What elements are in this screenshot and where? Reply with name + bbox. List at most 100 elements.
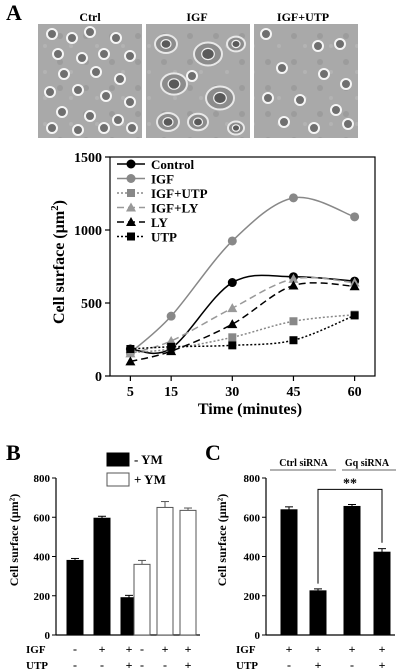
micrograph-cell bbox=[201, 47, 215, 61]
bar-b-bar bbox=[179, 509, 197, 636]
micrograph-igf bbox=[146, 24, 250, 138]
y-tick-label: 500 bbox=[81, 297, 102, 312]
bar-b-bar bbox=[66, 559, 84, 636]
micrograph-cell bbox=[308, 122, 320, 134]
micrograph-label-igf: IGF bbox=[186, 10, 207, 24]
line-chart-cell-surface-time: Cell surface (µm2) Time (minutes) 0 500 10… bbox=[49, 151, 376, 418]
micrograph-cell bbox=[126, 122, 138, 134]
micrograph-cell bbox=[66, 32, 78, 44]
legend-marker-igf bbox=[126, 174, 136, 183]
data-point-igf bbox=[288, 193, 298, 203]
bar-c-row-label-utp: UTP bbox=[236, 660, 258, 672]
bar-c-bar bbox=[343, 505, 361, 636]
legend-label-b: + YM bbox=[134, 472, 166, 487]
bar-chart-c-ylabel: Cell surface (µm²) bbox=[215, 494, 229, 586]
group-header-c: Ctrl siRNA bbox=[279, 458, 328, 469]
micrograph-cell bbox=[160, 38, 172, 49]
x-tick-label: 5 bbox=[127, 385, 134, 400]
legend-label-igf: IGF bbox=[151, 172, 174, 187]
panel-letter-a: A bbox=[6, 0, 22, 25]
bar-b-igf-sign: + bbox=[126, 642, 133, 656]
bar-b-y-tick-label: 800 bbox=[34, 473, 51, 485]
data-point-utp bbox=[228, 341, 237, 350]
data-point-igf bbox=[350, 212, 360, 222]
data-point-utp bbox=[350, 311, 359, 320]
micrograph-cell bbox=[186, 70, 198, 82]
legend-label-utp: UTP bbox=[151, 230, 177, 245]
micrograph-cell bbox=[98, 48, 110, 60]
bar-b-y-tick-label: 600 bbox=[34, 512, 51, 524]
line-chart-xlabel: Time (minutes) bbox=[198, 401, 302, 418]
bar-chart-ym: Cell surface (µm²) 0200400600800--+-++--… bbox=[7, 452, 200, 672]
micrograph-cell bbox=[84, 26, 96, 38]
series-line-igf-ly bbox=[130, 276, 355, 355]
significance-bracket bbox=[317, 488, 383, 584]
legend-label-igf-utp: IGF+UTP bbox=[151, 186, 208, 201]
bar-c-bar bbox=[309, 590, 327, 636]
data-point-utp bbox=[289, 336, 298, 345]
x-tick-label: 45 bbox=[286, 385, 300, 400]
bar-c-row-label-igf: IGF bbox=[236, 644, 256, 656]
bar-c-y-tick-label: 400 bbox=[244, 552, 261, 564]
legend-marker-control bbox=[126, 159, 136, 169]
micrograph-cell bbox=[56, 106, 68, 118]
bar-c-utp-sign: - bbox=[287, 658, 291, 672]
bar-b-utp-sign: - bbox=[73, 658, 77, 672]
micrograph-igf-utp bbox=[254, 24, 358, 138]
data-point-igf-utp bbox=[289, 317, 298, 326]
y-tick-label: 1000 bbox=[74, 224, 102, 239]
micrograph-cell bbox=[72, 84, 84, 96]
micrograph-cell bbox=[110, 32, 122, 44]
data-point-utp bbox=[126, 344, 135, 353]
legend-label-control: Control bbox=[151, 157, 194, 172]
series-line-ly bbox=[130, 282, 355, 363]
micrograph-cell bbox=[100, 90, 112, 102]
bar-c-y-tick-label: 800 bbox=[244, 473, 261, 485]
micrograph-cell bbox=[294, 94, 306, 106]
bar-b-utp-sign: - bbox=[140, 658, 144, 672]
micrograph-cell bbox=[58, 68, 70, 80]
data-point-igf-ly bbox=[166, 335, 177, 345]
bar-b-igf-sign: - bbox=[73, 642, 77, 656]
micrograph-cell bbox=[76, 52, 88, 64]
micrograph-cell bbox=[260, 28, 272, 40]
micrograph-cell bbox=[342, 118, 354, 130]
legend-label-ly: LY bbox=[151, 215, 168, 230]
group-header-c: Gq siRNA bbox=[345, 458, 390, 469]
y-tick-label: 0 bbox=[95, 370, 102, 385]
bar-c-utp-sign: - bbox=[350, 658, 354, 672]
bar-b-igf-sign: + bbox=[185, 642, 192, 656]
bar-b-row-label-igf: IGF bbox=[26, 644, 46, 656]
micrograph-cell bbox=[334, 38, 346, 50]
micrograph-cell bbox=[46, 28, 58, 40]
micrograph-cell bbox=[330, 104, 342, 116]
micrograph-cell bbox=[112, 114, 124, 126]
legend-label-b: - YM bbox=[134, 452, 163, 467]
micrograph-cell bbox=[72, 124, 84, 136]
micrograph-cell bbox=[84, 110, 96, 122]
bar-b-bar bbox=[93, 517, 111, 636]
panel-letter-b: B bbox=[6, 440, 21, 465]
micrograph-label-igf-utp: IGF+UTP bbox=[277, 10, 329, 24]
bar-b-utp-sign: + bbox=[185, 658, 192, 672]
data-point-ly bbox=[125, 356, 136, 366]
bar-b-igf-sign: - bbox=[140, 642, 144, 656]
data-point-ly bbox=[288, 280, 299, 290]
data-point-utp bbox=[167, 342, 176, 351]
micrograph-cell bbox=[262, 92, 274, 104]
data-point-ly bbox=[349, 281, 360, 291]
micrograph-cell bbox=[192, 117, 204, 127]
bar-c-igf-sign: + bbox=[315, 642, 322, 656]
legend-marker-igf-utp bbox=[127, 189, 135, 197]
micrograph-cell bbox=[278, 116, 290, 128]
bar-c-utp-sign: + bbox=[315, 658, 322, 672]
micrograph-cell bbox=[312, 40, 324, 52]
bar-c-igf-sign: + bbox=[379, 642, 386, 656]
series-line-control bbox=[130, 274, 355, 355]
micrograph-cell bbox=[318, 68, 330, 80]
data-point-igf bbox=[166, 311, 176, 321]
bar-c-igf-sign: + bbox=[349, 642, 356, 656]
micrograph-ctrl bbox=[38, 24, 142, 138]
bar-b-utp-sign: + bbox=[126, 658, 133, 672]
data-point-control bbox=[227, 278, 237, 288]
